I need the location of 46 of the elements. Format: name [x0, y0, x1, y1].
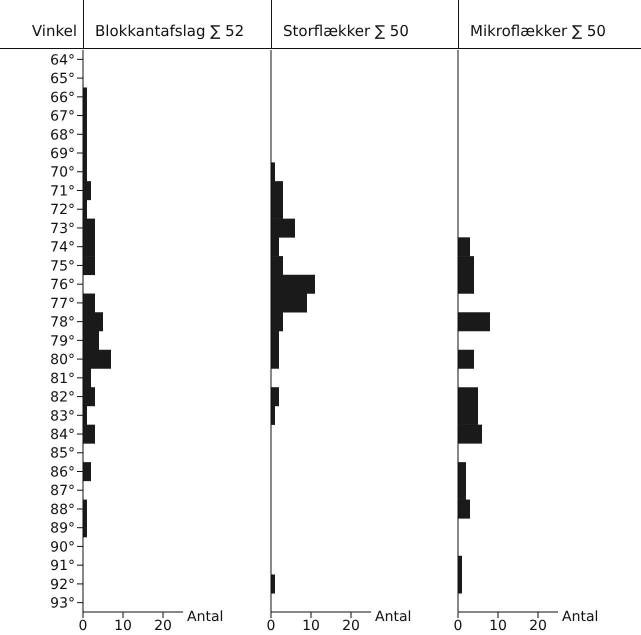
- y-tick-label: 67°: [50, 108, 75, 125]
- y-tick-label: 90°: [50, 539, 75, 556]
- y-tick-label: 86°: [50, 464, 75, 480]
- y-tick-label: 84°: [50, 427, 75, 444]
- y-tick-label: 65°: [50, 71, 75, 88]
- y-tick-label: 93°: [50, 596, 75, 612]
- x-axis-title: Antal: [562, 608, 598, 625]
- x-tick-label: 0: [78, 618, 88, 634]
- y-tick-label: 85°: [50, 446, 75, 462]
- y-tick-label: 64°: [50, 52, 75, 68]
- x-axis-title: Antal: [375, 608, 412, 625]
- y-tick-label: 66°: [50, 90, 75, 106]
- chart-title: Mikroflækker ∑ 50: [470, 22, 606, 40]
- x-tick-label: 10: [489, 618, 507, 634]
- y-tick-label: 68°: [50, 127, 75, 144]
- y-tick-label: 71°: [50, 183, 75, 200]
- y-tick-label: 79°: [50, 333, 75, 350]
- y-tick-label: 74°: [50, 240, 75, 256]
- y-tick-label: 72°: [50, 202, 75, 218]
- y-tick-label: 81°: [50, 370, 75, 387]
- y-tick-label: 89°: [50, 520, 75, 537]
- y-tick-label: 69°: [50, 146, 75, 162]
- x-tick-label: 20: [529, 618, 547, 634]
- y-axis-title: Vinkel: [30, 22, 77, 40]
- y-tick-label: 91°: [50, 558, 75, 574]
- y-tick-label: 78°: [50, 314, 75, 331]
- x-axis-title: Antal: [187, 608, 224, 625]
- y-tick-label: 77°: [50, 296, 75, 312]
- y-tick-label: 70°: [50, 164, 75, 181]
- y-tick-label: 73°: [50, 220, 75, 237]
- y-tick-label: 88°: [50, 502, 75, 518]
- chart-title: Storflækker ∑ 50: [283, 22, 409, 40]
- chart-title: Blokkantafslag ∑ 52: [95, 22, 244, 40]
- y-tick-label: 75°: [50, 258, 75, 274]
- y-tick-label: 92°: [50, 576, 75, 593]
- x-tick-label: 20: [154, 618, 172, 634]
- y-tick-label: 76°: [50, 277, 75, 294]
- y-tick-label: 87°: [50, 483, 75, 500]
- x-tick-label: 10: [114, 618, 132, 634]
- x-tick-label: 20: [342, 618, 360, 634]
- y-tick-label: 83°: [50, 408, 75, 424]
- y-tick-label: 82°: [50, 390, 75, 406]
- x-tick-label: 0: [454, 618, 462, 634]
- y-tick-label: 80°: [50, 352, 75, 368]
- x-tick-label: 0: [266, 618, 276, 634]
- x-tick-label: 10: [302, 618, 320, 634]
